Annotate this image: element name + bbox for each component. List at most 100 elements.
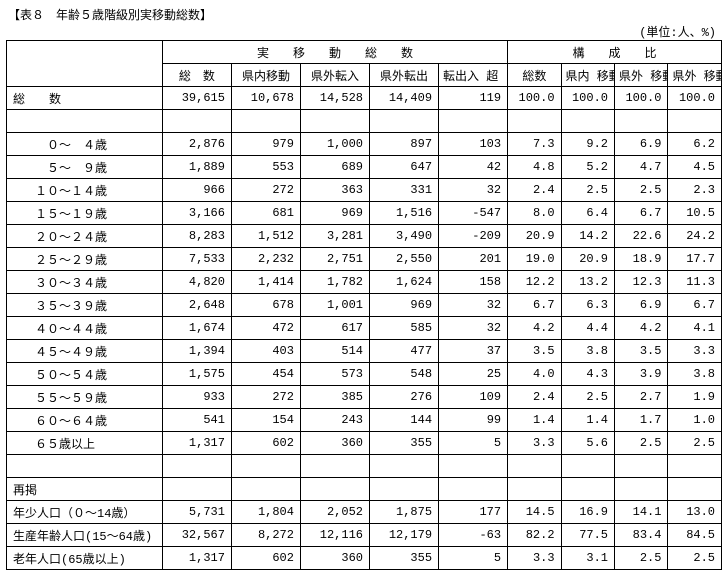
row-label: ２５～２９歳 [7, 248, 163, 271]
cell: 10,678 [231, 87, 300, 110]
cell: 4.3 [561, 363, 614, 386]
row-label: ５～ ９歳 [7, 156, 163, 179]
cell: 385 [300, 386, 369, 409]
header-ext-in: 県外転入 [300, 64, 369, 87]
cell: 2.5 [561, 386, 614, 409]
cell: 4.4 [561, 317, 614, 340]
cell: 12,116 [300, 524, 369, 547]
cell: 77.5 [561, 524, 614, 547]
cell: 10.5 [668, 202, 722, 225]
cell: 1,317 [162, 432, 231, 455]
cell: 4.8 [508, 156, 561, 179]
cell: 2.5 [615, 547, 668, 570]
cell: 3.9 [615, 363, 668, 386]
cell: 6.7 [615, 202, 668, 225]
cell: 355 [370, 547, 439, 570]
cell: 6.9 [615, 133, 668, 156]
table-row: ６５歳以上1,31760236035553.35.62.52.5 [7, 432, 722, 455]
cell: 24.2 [668, 225, 722, 248]
header-ext-out: 県外転出 [370, 64, 439, 87]
cell: 403 [231, 340, 300, 363]
cell: 331 [370, 179, 439, 202]
table-row: 生産年齢人口(15～64歳)32,5678,27212,11612,179-63… [7, 524, 722, 547]
row-label: 年少人口（０～14歳） [7, 501, 163, 524]
cell: 272 [231, 386, 300, 409]
cell: 477 [370, 340, 439, 363]
cell: 4.0 [508, 363, 561, 386]
cell: 201 [439, 248, 508, 271]
cell: 5.2 [561, 156, 614, 179]
cell: 1.0 [668, 409, 722, 432]
table-body: 総 数39,61510,67814,52814,409119100.0100.0… [7, 87, 722, 570]
header-in-pref: 県内移動 [231, 64, 300, 87]
cell: 276 [370, 386, 439, 409]
cell: 3.8 [668, 363, 722, 386]
table-row: ０～ ４歳2,8769791,0008971037.39.26.96.2 [7, 133, 722, 156]
cell: 1,624 [370, 271, 439, 294]
cell: 99 [439, 409, 508, 432]
cell: 1,875 [370, 501, 439, 524]
cell: 8.0 [508, 202, 561, 225]
cell: 19.0 [508, 248, 561, 271]
row-label: ０～ ４歳 [7, 133, 163, 156]
cell: 83.4 [615, 524, 668, 547]
cell: 272 [231, 179, 300, 202]
cell: 3.3 [668, 340, 722, 363]
table-row: 老年人口(65歳以上)1,31760236035553.33.12.52.5 [7, 547, 722, 570]
cell: 548 [370, 363, 439, 386]
cell: 2,751 [300, 248, 369, 271]
cell: 5,731 [162, 501, 231, 524]
cell: -209 [439, 225, 508, 248]
cell: 14.5 [508, 501, 561, 524]
cell: 32 [439, 294, 508, 317]
cell: 2,876 [162, 133, 231, 156]
cell: 22.6 [615, 225, 668, 248]
cell: 14.2 [561, 225, 614, 248]
cell: 3,490 [370, 225, 439, 248]
cell: 4.2 [615, 317, 668, 340]
cell: -547 [439, 202, 508, 225]
cell: 7.3 [508, 133, 561, 156]
cell: 3.5 [615, 340, 668, 363]
cell: 3.8 [561, 340, 614, 363]
cell: 1,000 [300, 133, 369, 156]
table-title: 【表８ 年齢５歳階級別実移動総数】 [8, 6, 722, 23]
cell: 1.4 [561, 409, 614, 432]
cell: 2.5 [561, 179, 614, 202]
cell: 177 [439, 501, 508, 524]
cell: 2.4 [508, 386, 561, 409]
cell: 100.0 [615, 87, 668, 110]
header-total: 総 数 [162, 64, 231, 87]
cell: 514 [300, 340, 369, 363]
cell: 109 [439, 386, 508, 409]
table-row: １０～１４歳966272363331322.42.52.52.3 [7, 179, 722, 202]
cell: 1,782 [300, 271, 369, 294]
cell: 84.5 [668, 524, 722, 547]
cell: 100.0 [561, 87, 614, 110]
cell: 3,166 [162, 202, 231, 225]
row-label: ２０～２４歳 [7, 225, 163, 248]
cell: 1,804 [231, 501, 300, 524]
cell: -63 [439, 524, 508, 547]
cell: 103 [439, 133, 508, 156]
cell: 355 [370, 432, 439, 455]
cell: 3.3 [508, 432, 561, 455]
header-r-ext2: 県外 移動 [668, 64, 722, 87]
row-label: ３０～３４歳 [7, 271, 163, 294]
cell: 8,283 [162, 225, 231, 248]
cell: 17.7 [668, 248, 722, 271]
row-label: １０～１４歳 [7, 179, 163, 202]
cell: 1,317 [162, 547, 231, 570]
header-ratio-group: 構 成 比 [508, 41, 722, 64]
cell: 6.9 [615, 294, 668, 317]
cell: 1,516 [370, 202, 439, 225]
cell: 4.7 [615, 156, 668, 179]
cell: 42 [439, 156, 508, 179]
row-label: ５５～５９歳 [7, 386, 163, 409]
cell: 100.0 [508, 87, 561, 110]
cell: 979 [231, 133, 300, 156]
cell: 1.9 [668, 386, 722, 409]
cell: 678 [231, 294, 300, 317]
cell: 3,281 [300, 225, 369, 248]
cell: 602 [231, 547, 300, 570]
